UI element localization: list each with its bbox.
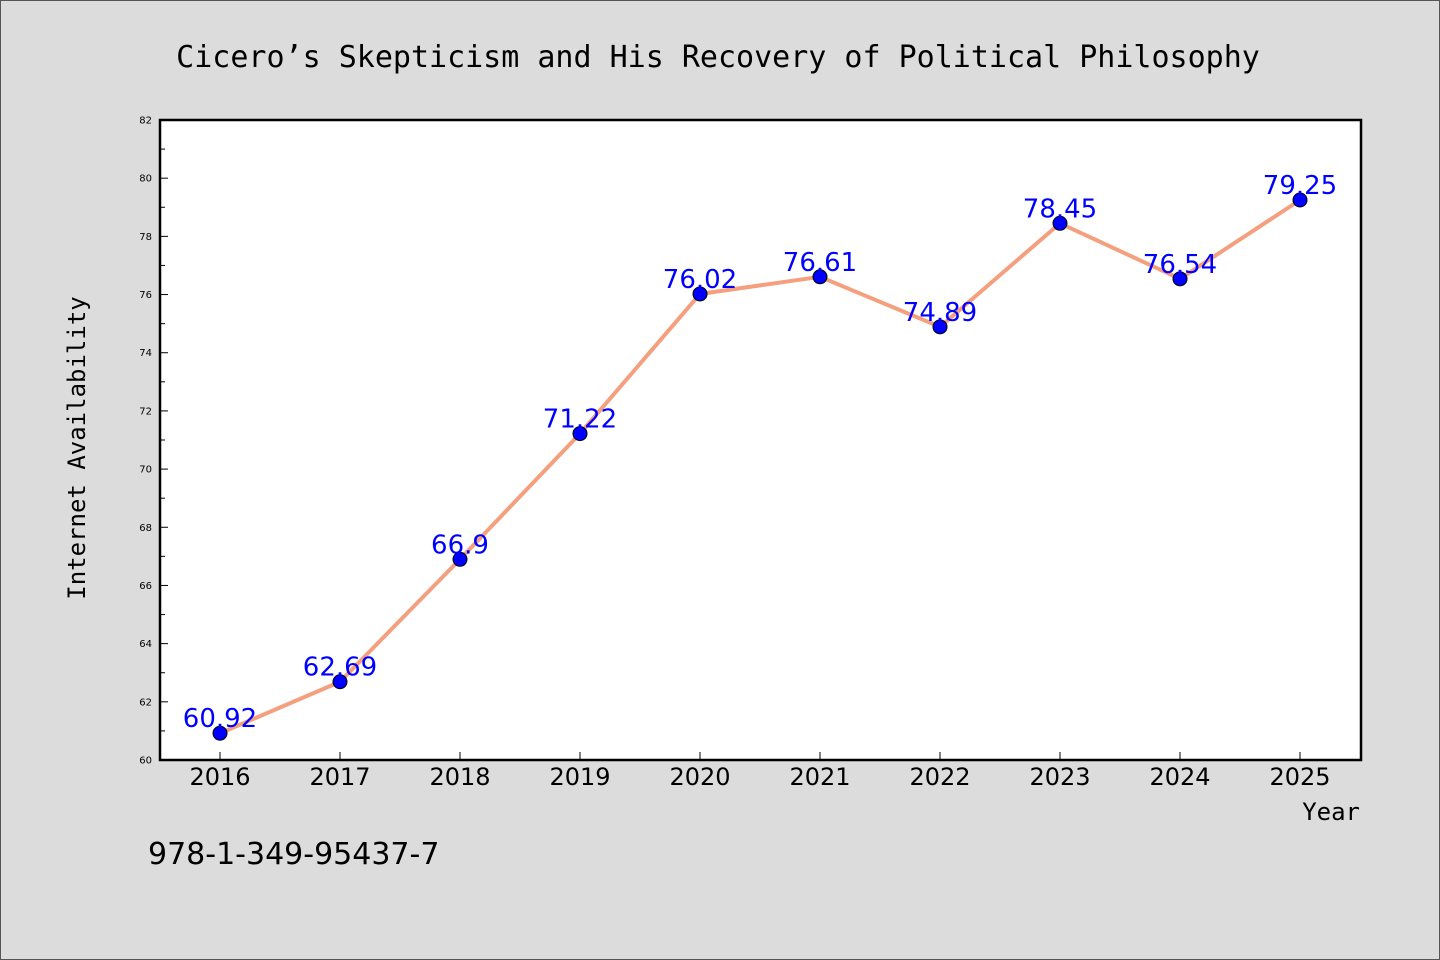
x-tick-label: 2020: [669, 763, 730, 791]
x-tick-label: 2016: [189, 763, 250, 791]
data-point: [1172, 271, 1188, 287]
data-point: [1292, 192, 1308, 208]
chart-title: Cicero’s Skepticism and His Recovery of …: [176, 40, 1260, 75]
plot-area: [158, 118, 1363, 762]
data-point: [692, 286, 708, 302]
data-label: 78.45: [1023, 194, 1097, 224]
y-axis-label: Internet Availability: [63, 296, 91, 599]
data-label: 76.02: [663, 265, 737, 295]
y-tick-label: 82: [139, 116, 152, 127]
x-tick-label: 2023: [1029, 763, 1090, 791]
data-label: 74.89: [903, 298, 977, 328]
data-labels: 60.92 62.69 66.9 71.22 76.02 76.61 74.89 78.45 7…: [183, 171, 1337, 734]
x-tick-label: 2021: [789, 763, 850, 791]
y-axis-ticks: 60 62 64 66 68 70 72 74 76 78 80 82: [139, 116, 168, 767]
data-point: [1052, 215, 1068, 231]
y-tick-label: 76: [139, 290, 152, 301]
y-tick-label: 70: [139, 465, 152, 476]
data-label: 60.92: [183, 704, 257, 734]
y-tick-label: 62: [139, 697, 152, 708]
data-label: 71.22: [543, 405, 617, 435]
x-axis-label: Year: [1302, 798, 1360, 826]
data-point: [932, 319, 948, 335]
data-label: 79.25: [1263, 171, 1337, 201]
x-tick-label: 2017: [309, 763, 370, 791]
data-point: [212, 725, 228, 741]
isbn-text: 978-1-349-95437-7: [148, 837, 439, 872]
data-markers: [212, 192, 1308, 741]
y-tick-label: 80: [139, 174, 152, 185]
y-tick-label: 64: [139, 639, 152, 650]
x-tick-label: 2024: [1149, 763, 1210, 791]
x-tick-label: 2018: [429, 763, 490, 791]
x-tick-label: 2025: [1269, 763, 1330, 791]
x-tick-label: 2019: [549, 763, 610, 791]
data-point: [452, 551, 468, 567]
data-label: 76.61: [783, 248, 857, 278]
series-line: [218, 198, 1302, 736]
x-tick-label: 2022: [909, 763, 970, 791]
data-label: 62.69: [303, 653, 377, 683]
data-point: [332, 674, 348, 690]
y-tick-label: 74: [139, 348, 152, 359]
y-tick-label: 60: [139, 756, 152, 767]
y-tick-label: 68: [139, 523, 152, 534]
data-label: 66.9: [431, 530, 489, 560]
y-tick-label: 72: [139, 406, 152, 417]
data-point: [812, 269, 828, 285]
y-tick-label: 78: [139, 232, 152, 243]
x-axis-ticks: 2016 2017 2018 2019 2020 2021 2022 2023 2024 2025: [189, 752, 1331, 791]
data-label: 76.54: [1143, 250, 1217, 280]
data-point: [572, 426, 588, 442]
y-tick-label: 66: [139, 581, 152, 592]
